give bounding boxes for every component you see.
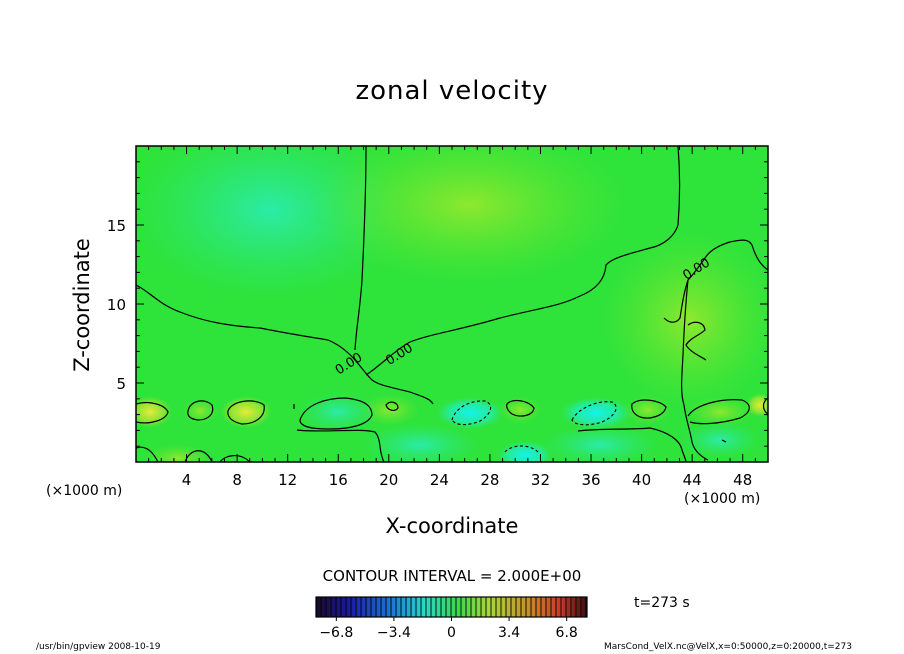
contour-band-lower-3 [219,455,251,462]
x-tick-label: 40 [632,471,651,489]
colorbar-tick-label: 3.4 [498,625,520,641]
time-label: t=273 s [634,595,690,611]
x-tick-label: 28 [480,471,499,489]
contour-cell-2 [187,400,214,421]
contour-lines [136,146,768,462]
y-tick-label: 15 [107,217,126,235]
zero-contour-left [136,284,434,405]
contour-cell-4 [299,397,373,430]
contour-cell-10 [136,446,159,462]
negative-cell-1 [298,392,378,432]
x-tick-label: 20 [379,471,398,489]
x-axis-ticks: 4 8 12 16 20 24 28 32 36 40 44 48 [148,146,756,489]
colorbar-tick-label: 0 [447,625,456,641]
contour-cell-7 [631,399,667,419]
weak-positive-region-upper-center [310,146,630,285]
positive-cell-5 [498,396,542,424]
x-axis-label: X-coordinate [385,514,519,538]
positive-cell-7 [686,397,754,427]
zero-contour-vertical [354,146,367,351]
x-tick-label: 8 [232,471,242,489]
colorbar-tick-label: −3.4 [377,625,411,641]
positive-cell-8 [746,393,768,417]
negative-cell-3 [560,397,632,429]
contour-interval-label: CONTOUR INTERVAL = 2.000E+00 [322,567,582,585]
zero-contour-right-wiggle [685,321,707,361]
contour-cell-6 [506,399,535,417]
contour-dot-2 [721,439,727,443]
footer-program-date: /usr/bin/gpview 2008-10-19 [36,642,161,652]
colorbar-ticks: −6.8 −3.4 0 3.4 6.8 [319,617,578,641]
footer-data-source: MarsCond_VelX.nc@VelX,x=0:50000,z=0:2000… [604,642,852,652]
negative-cell-7 [680,422,760,458]
chart-title: zonal velocity [355,76,549,106]
x-tick-label: 36 [581,471,600,489]
negative-cell-6 [540,425,660,462]
contour-band-lower-2 [577,427,687,462]
weak-positive-region-right [600,230,768,410]
negative-contour-3 [504,445,539,453]
negative-cell-4 [497,441,553,462]
contour-cell-3 [227,400,265,425]
x-tick-label: 16 [329,471,348,489]
x-tick-label: 48 [733,471,752,489]
zero-contour-upper-right [365,146,681,376]
x-tick-label: 32 [531,471,550,489]
velocity-field [136,146,768,462]
y-tick-label: 10 [107,296,126,314]
negative-contour-lines [451,400,617,453]
x-unit-label-right: (×1000 m) [684,491,761,507]
contour-cell-5 [385,401,399,411]
negative-cell-5 [360,423,480,462]
positive-cell-9 [144,444,212,462]
y-axis-ticks: 5 10 15 [107,161,768,447]
colorbar-tick-label: 6.8 [556,625,578,641]
y-tick-label: 5 [116,375,126,393]
zero-contour-right [663,239,768,323]
x-tick-label: 24 [430,471,449,489]
zero-contour-right-lower [681,279,709,461]
contour-cell-1 [136,401,169,424]
colorbar-stripes [316,597,587,617]
contour-cell-8 [687,399,750,425]
colorbar-tick-label: −6.8 [319,625,353,641]
positive-cell-1 [136,396,172,428]
x-unit-label-left: (×1000 m) [46,483,123,499]
x-tick-label: 12 [278,471,297,489]
colorbar: −6.8 −3.4 0 3.4 6.8 [315,596,588,641]
contour-band-lower [296,429,385,462]
negative-contour-1 [451,400,492,426]
negative-contour-2 [571,401,617,426]
x-tick-label: 44 [683,471,702,489]
x-tick-label: 4 [182,471,192,489]
